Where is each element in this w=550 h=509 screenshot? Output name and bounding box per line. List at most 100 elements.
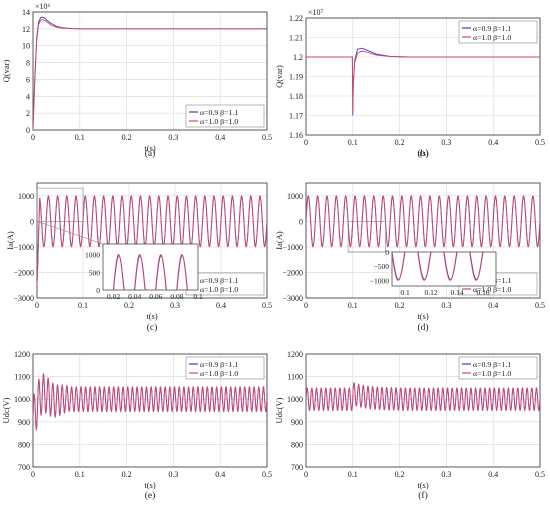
legend-box	[185, 104, 265, 128]
series-line-2	[33, 19, 267, 130]
legend-entry: α=0.9 β=1.1	[200, 276, 238, 285]
x-axis-label: t(s)	[417, 148, 429, 158]
inset-x-tick-label: 0.16	[476, 288, 489, 297]
x-tick-label: 0.4	[488, 301, 498, 310]
chart-panel-4: 0 0.1 0.2 0.3 0.4 0.5 −3000 −2000 −1000 0 1000 t(s)…	[274, 182, 545, 333]
x-tick-label: 0.3	[441, 301, 451, 310]
x-tick-label: 0.1	[348, 138, 358, 147]
y-exponent-label: ×10⁷	[308, 8, 324, 17]
y-tick-label: 1000	[287, 192, 303, 201]
x-tick-label: 0.4	[488, 138, 498, 147]
plot-frame	[305, 353, 541, 468]
inset-x-tick-label: 0.1	[193, 292, 203, 301]
plot-area	[33, 372, 267, 432]
y-tick-label: 1100	[14, 373, 30, 382]
legend-entry: α=1.0 β=1.0	[200, 369, 238, 378]
inset-series-line-1	[103, 255, 198, 290]
x-tick-label: 0.3	[441, 470, 451, 479]
zoom-region-box	[36, 187, 84, 222]
x-tick-label: 0.2	[395, 138, 405, 147]
panel-caption: (d)	[417, 322, 428, 333]
y-axis-label: Udc(V)	[1, 397, 11, 423]
x-tick-label: 0.2	[395, 470, 405, 479]
plot-area	[33, 16, 267, 130]
y-axis-label: Udc(V)	[274, 397, 284, 423]
x-tick-label: 0.1	[78, 301, 88, 310]
legend-box	[458, 356, 538, 380]
y-tick-label: −3000	[13, 294, 34, 303]
x-tick-label: 0.3	[441, 138, 451, 147]
inset-y-tick-label: −1000	[370, 276, 389, 285]
y-tick-label: 1.17	[289, 112, 303, 121]
inset-y-tick-label: 1000	[85, 251, 100, 260]
inset-plot-area	[103, 254, 198, 290]
plot-area	[306, 382, 540, 412]
y-tick-label: 1000	[18, 192, 34, 201]
y-tick-label: 8	[26, 59, 30, 68]
y-tick-label: 2	[26, 109, 30, 118]
legend-entry: α=1.0 β=1.0	[200, 117, 238, 126]
x-tick-label: 0.1	[75, 133, 85, 142]
chart-panel-6: 0 0.1 0.2 0.3 0.4 0.5 700 800 900 1000 1100 1200 t(s…	[274, 350, 545, 501]
x-axis-label: t(s)	[146, 311, 158, 321]
y-axis-label: Ia(A)	[5, 231, 15, 250]
x-tick-label: 0	[304, 301, 308, 310]
y-tick-label: 1.18	[289, 92, 303, 101]
x-tick-label: 0.3	[168, 470, 178, 479]
plot-frame	[36, 182, 268, 299]
inset-x-tick-label: 0.06	[149, 292, 162, 301]
plot-area	[306, 195, 540, 248]
x-axis-label: t(s)	[417, 480, 429, 490]
panel-caption: (b)	[417, 148, 428, 159]
panel-caption: (c)	[147, 322, 158, 333]
y-tick-label: 700	[18, 463, 30, 472]
y-tick-label: 10	[22, 42, 30, 51]
y-tick-label: −2000	[13, 268, 34, 277]
x-tick-label: 0	[304, 138, 308, 147]
legend: α=0.9 β=1.1α=1.0 β=1.0	[185, 104, 265, 128]
y-tick-label: 4	[26, 92, 30, 101]
x-axis-label: t(s)	[144, 143, 156, 153]
inset-y-tick-label: −500	[374, 262, 390, 271]
plot-area	[37, 195, 267, 286]
inset-y-tick-label: 0	[96, 286, 100, 295]
x-tick-label: 0.2	[124, 301, 134, 310]
legend-entry: α=0.9 β=1.1	[200, 360, 238, 369]
y-tick-label: 800	[291, 440, 303, 449]
inset-y-tick-label: 0	[385, 248, 389, 257]
chart-panel-1: 0 0.1 0.2 0.3 0.4 0.5 0 2 4 6 8 10 12 14 t(s) Q(var) (a)…	[1, 2, 272, 159]
plot-area	[306, 47, 540, 116]
y-tick-label: −1000	[13, 243, 34, 252]
x-tick-label: 0.2	[395, 301, 405, 310]
y-tick-label: 12	[22, 25, 30, 34]
inset-zoom: 0.02 0.04 0.06 0.08 0.1 0 500 1000	[36, 187, 203, 301]
y-axis-label: Q(var)	[1, 60, 11, 83]
x-tick-label: 0	[31, 470, 35, 479]
inset-x-tick-label: 0.04	[128, 292, 141, 301]
chart-panel-3: 0 0.1 0.2 0.3 0.4 0.5 −3000 −2000 −1000 0 1000 t(s)…	[5, 182, 272, 333]
legend-entry: α=1.0 β=1.0	[200, 285, 238, 294]
inset-frame	[391, 251, 497, 287]
series-line-2	[37, 195, 267, 286]
x-tick-label: 0.1	[348, 301, 358, 310]
x-tick-label: 0.5	[535, 301, 545, 310]
x-tick-label: 0	[31, 133, 35, 142]
inset-series-line-2	[392, 252, 496, 281]
x-tick-label: 0.3	[168, 133, 178, 142]
legend-entry: α=1.0 β=1.0	[473, 33, 511, 42]
inset-x-tick-label: 0.12	[424, 288, 437, 297]
x-tick-label: 0.2	[122, 133, 132, 142]
inset-x-tick-label: 0.02	[107, 292, 120, 301]
inset-x-tick-label: 0.08	[170, 292, 183, 301]
legend-entry: α=0.9 β=1.1	[473, 360, 511, 369]
y-tick-label: 800	[18, 440, 30, 449]
legend: α=0.9 β=1.1α=1.0 β=1.0	[458, 356, 538, 380]
y-tick-label: 0	[30, 217, 34, 226]
chart-panel-2: 0 0.1 0.2 0.3 0.4 0.5 1.16 1.17 1.18 1.19 1.2 1.21 1…	[274, 8, 545, 159]
y-tick-label: 1.19	[289, 73, 303, 82]
inset-y-tick-label: 500	[89, 268, 101, 277]
plot-frame	[305, 17, 541, 136]
legend-entry: α=0.9 β=1.1	[473, 24, 511, 33]
legend-box	[185, 356, 265, 380]
